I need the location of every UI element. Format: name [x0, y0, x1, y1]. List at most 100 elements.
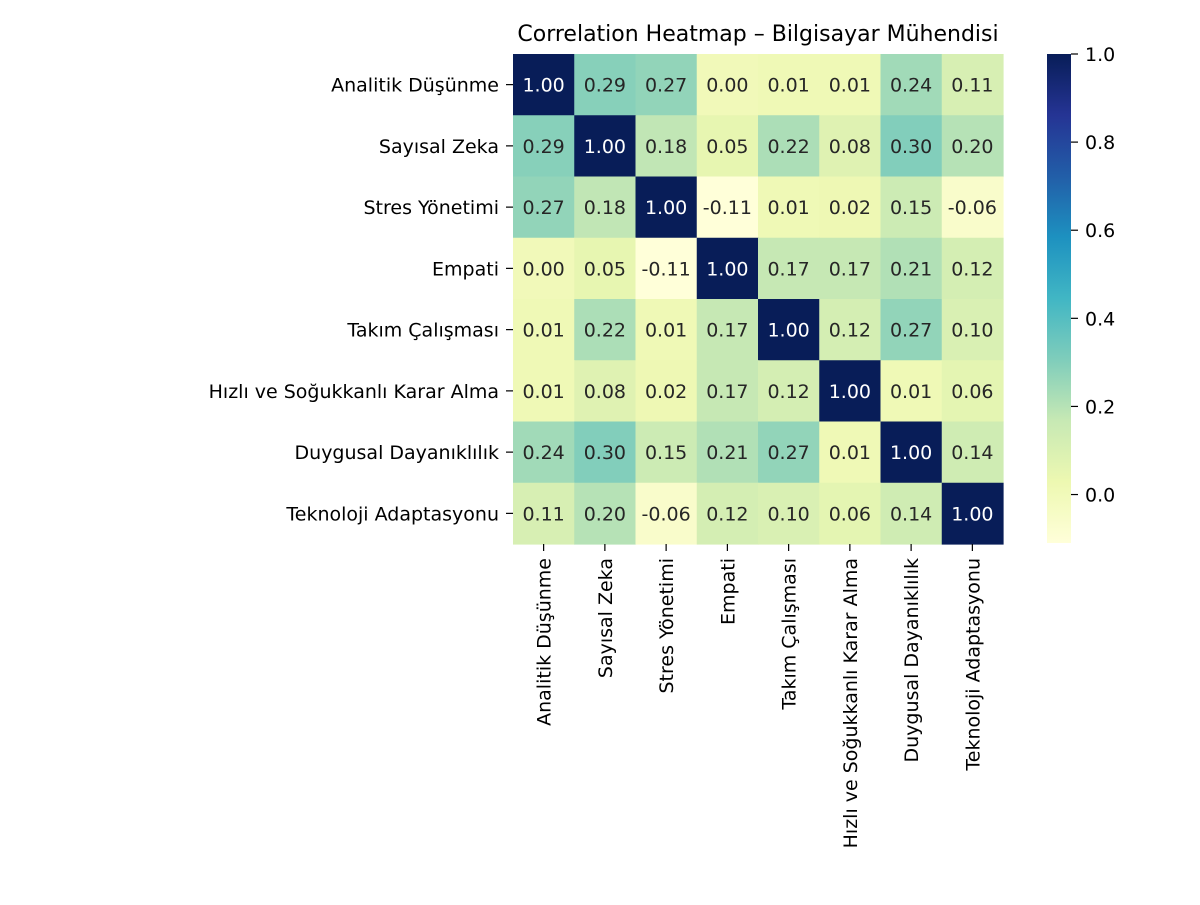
cell-annotation: 0.01	[890, 381, 932, 403]
cell-annotation: 1.00	[706, 258, 748, 280]
cell-annotation: 0.14	[951, 442, 993, 464]
cell-annotation: 0.24	[890, 75, 932, 97]
heatmap-cell	[696, 54, 759, 116]
heatmap-cells	[513, 54, 1004, 545]
heatmap-cell	[819, 115, 882, 178]
colorbar-tick-label: 0.0	[1085, 485, 1115, 507]
cell-annotation: 0.21	[706, 442, 748, 464]
heatmap-cell	[696, 176, 759, 239]
heatmap-cell	[880, 176, 943, 239]
cell-annotation: 0.11	[951, 75, 993, 97]
colorbar-tick-label: 0.2	[1085, 396, 1115, 418]
heatmap-cell	[819, 237, 882, 300]
heatmap-cell	[574, 237, 637, 300]
cell-annotation: 0.17	[706, 381, 748, 403]
heatmap-cell	[574, 115, 637, 178]
cell-annotation: 0.20	[584, 503, 626, 525]
cell-annotation: -0.11	[642, 258, 691, 280]
heatmap-cell	[880, 237, 943, 300]
heatmap-cell	[696, 299, 759, 361]
heatmap-cell	[941, 237, 1004, 300]
cell-annotation: 0.15	[645, 442, 687, 464]
cell-annotation: 0.05	[584, 258, 626, 280]
cell-annotation: 0.05	[706, 136, 748, 158]
colorbar-gradient	[1047, 54, 1071, 543]
cell-annotation: 1.00	[645, 197, 687, 219]
heatmap-cell	[758, 299, 820, 361]
cell-annotation: 0.01	[522, 381, 564, 403]
cell-annotation: 0.12	[829, 320, 871, 342]
cell-annotation: 1.00	[890, 442, 932, 464]
colorbar-tick-label: 0.6	[1085, 220, 1115, 242]
cell-annotation: 1.00	[522, 75, 564, 97]
colorbar-tick-label: 0.8	[1085, 132, 1115, 154]
heatmap-cell	[513, 237, 575, 300]
cell-annotation: 0.22	[584, 320, 626, 342]
heatmap-cell	[574, 299, 637, 361]
heatmap-cell	[819, 299, 882, 361]
y-tick-label: Duygusal Dayanıklılık	[295, 442, 499, 464]
heatmap-cell	[941, 360, 1004, 423]
heatmap-cell	[696, 482, 759, 545]
x-axis: Analitik Düşünme Sayısal Zeka Stres Yöneti…	[534, 544, 984, 848]
cell-annotation: 0.27	[522, 197, 564, 219]
heatmap-cell	[880, 360, 943, 423]
heatmap-cell	[941, 176, 1004, 239]
heatmap-cell	[513, 421, 575, 484]
heatmap-cell	[635, 115, 698, 178]
heatmap-cell	[574, 360, 637, 423]
cell-annotation: 0.21	[890, 258, 932, 280]
heatmap-cell	[758, 237, 820, 300]
cell-annotation: 0.30	[584, 442, 626, 464]
y-tick-label: Empati	[432, 258, 499, 280]
cell-annotation: 0.01	[767, 197, 809, 219]
cell-annotation: 0.18	[645, 136, 687, 158]
cell-annotation: 1.00	[829, 381, 871, 403]
x-tick-label: Teknoloji Adaptasyonu	[962, 558, 984, 772]
heatmap-cell	[513, 176, 575, 239]
x-tick-label: Sayısal Zeka	[595, 558, 617, 678]
heatmap-cell	[880, 421, 943, 484]
cell-annotation: 0.02	[829, 197, 871, 219]
heatmap-cell	[513, 115, 575, 178]
cell-annotation: 0.29	[584, 75, 626, 97]
heatmap-cell	[758, 360, 820, 423]
y-axis: Analitik Düşünme Sayısal Zeka Stres Yöneti…	[209, 75, 513, 525]
heatmap-cell	[758, 115, 820, 178]
heatmap-cell	[819, 482, 882, 545]
cell-annotation: 0.02	[645, 381, 687, 403]
heatmap-cell	[635, 54, 698, 116]
heatmap-cell	[696, 421, 759, 484]
heatmap-cell	[696, 115, 759, 178]
y-tick-label: Sayısal Zeka	[379, 136, 499, 158]
cell-annotation: 0.08	[829, 136, 871, 158]
cell-annotation: 0.20	[951, 136, 993, 158]
cell-annotation: 0.06	[829, 503, 871, 525]
x-tick-label: Duygusal Dayanıklılık	[901, 558, 923, 762]
heatmap-cell	[941, 421, 1004, 484]
cell-annotation: 0.22	[767, 136, 809, 158]
heatmap-cell	[880, 299, 943, 361]
cell-annotation: -0.11	[703, 197, 752, 219]
heatmap-cell	[941, 54, 1004, 116]
cell-annotation: 1.00	[951, 503, 993, 525]
heatmap-cell	[574, 176, 637, 239]
cell-annotation: 0.06	[951, 381, 993, 403]
heatmap-cell	[635, 482, 698, 545]
heatmap-cell	[574, 421, 637, 484]
chart-title: Correlation Heatmap – Bilgisayar Mühendi…	[517, 22, 998, 47]
x-tick-label: Takım Çalışması	[779, 558, 801, 711]
heatmap-cell	[819, 360, 882, 423]
x-tick-label: Empati	[717, 558, 739, 625]
colorbar-tick-label: 1.0	[1085, 44, 1115, 66]
heatmap-cell	[696, 360, 759, 423]
heatmap-cell	[758, 176, 820, 239]
cell-annotation: 0.08	[584, 381, 626, 403]
cell-annotation: 0.12	[951, 258, 993, 280]
heatmap-cell	[635, 237, 698, 300]
heatmap-cell	[513, 54, 575, 116]
heatmap-cell	[513, 360, 575, 423]
cell-annotation: 1.00	[767, 320, 809, 342]
